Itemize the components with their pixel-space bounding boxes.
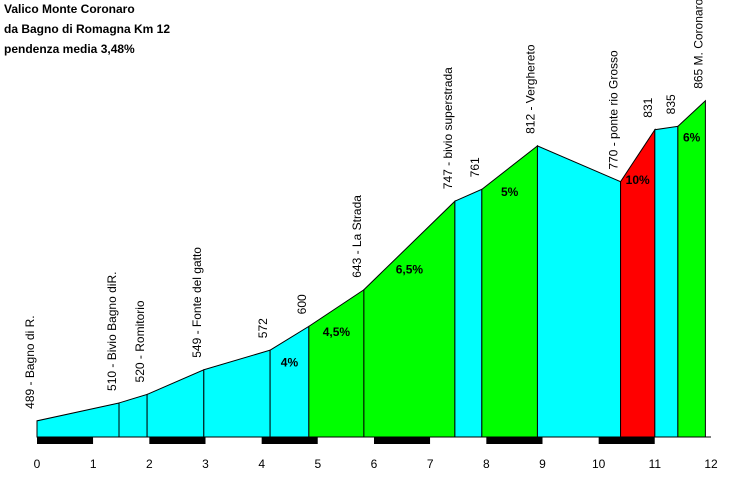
km-bar bbox=[374, 437, 431, 444]
point-label: 747 - bivio superstrada bbox=[441, 67, 455, 189]
point-label: 549 - Fonte del gatto bbox=[190, 247, 204, 358]
x-tick-label: 3 bbox=[202, 457, 209, 471]
point-label: 600 bbox=[295, 294, 309, 314]
point-label: 761 bbox=[468, 157, 482, 177]
profile-segment bbox=[308, 288, 365, 438]
point-label: 812 - Verghereto bbox=[523, 44, 537, 134]
point-label: 510 - Bivio Bagno diR. bbox=[105, 272, 119, 391]
profile-segment bbox=[454, 188, 483, 438]
x-tick-label: 11 bbox=[649, 457, 662, 471]
segment-label: 6,5% bbox=[396, 263, 424, 277]
km-bar bbox=[205, 437, 262, 444]
km-bar bbox=[149, 437, 206, 444]
segment-label: 4,5% bbox=[323, 325, 351, 339]
profile-segment bbox=[36, 402, 120, 438]
km-bar bbox=[261, 437, 318, 444]
point-label: 520 - Romitorio bbox=[133, 300, 147, 382]
x-tick-label: 5 bbox=[314, 457, 321, 471]
km-bar bbox=[654, 437, 711, 444]
profile-segment bbox=[203, 349, 271, 438]
profile-segment bbox=[363, 200, 456, 438]
chart-title: Valico Monte Coronaro bbox=[4, 2, 135, 16]
km-bar bbox=[93, 437, 150, 444]
km-bar bbox=[542, 437, 599, 444]
km-bar bbox=[430, 437, 487, 444]
km-bar bbox=[598, 437, 655, 444]
x-tick-label: 2 bbox=[146, 457, 153, 471]
x-tick-label: 0 bbox=[34, 457, 41, 471]
x-tick-label: 6 bbox=[371, 457, 378, 471]
km-bar bbox=[37, 437, 94, 444]
chart-subtitle: da Bagno di Romagna Km 12 bbox=[4, 22, 170, 36]
point-label: 831 bbox=[641, 97, 655, 117]
point-label: 572 bbox=[256, 318, 270, 338]
x-tick-label: 9 bbox=[539, 457, 546, 471]
x-tick-label: 8 bbox=[483, 457, 490, 471]
chart-subtitle: pendenza media 3,48% bbox=[4, 42, 135, 56]
point-label: 770 - ponte rio Grosso bbox=[607, 50, 621, 170]
km-bar bbox=[317, 437, 374, 444]
profile-segment bbox=[536, 145, 622, 438]
km-bar bbox=[486, 437, 543, 444]
point-label: 835 bbox=[664, 94, 678, 114]
profile-segment bbox=[146, 368, 205, 438]
segment-label: 6% bbox=[683, 131, 701, 145]
x-tick-label: 10 bbox=[592, 457, 606, 471]
point-label: 865 M. Coronaro bbox=[691, 0, 705, 89]
segment-label: 10% bbox=[626, 173, 650, 187]
point-label: 643 - La Strada bbox=[350, 195, 364, 278]
profile-segment bbox=[118, 393, 148, 438]
x-tick-label: 4 bbox=[258, 457, 265, 471]
profile-segment bbox=[677, 99, 706, 438]
profile-segment bbox=[269, 325, 310, 438]
segment-label: 4% bbox=[281, 355, 299, 369]
point-label: 489 - Bagno di R. bbox=[23, 315, 37, 408]
x-tick-label: 7 bbox=[427, 457, 434, 471]
x-tick-label: 12 bbox=[704, 457, 718, 471]
profile-segment bbox=[654, 125, 679, 438]
segment-label: 5% bbox=[501, 185, 519, 199]
x-tick-label: 1 bbox=[90, 457, 97, 471]
